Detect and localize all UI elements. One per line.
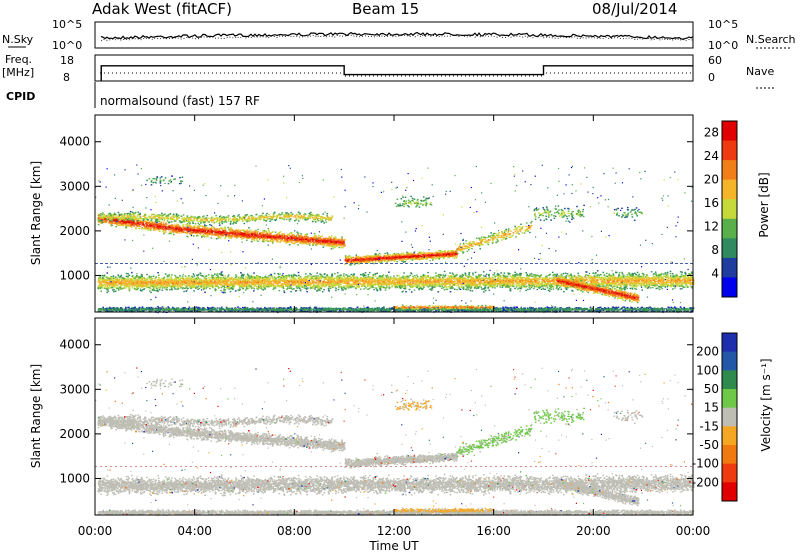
power-cell [115,226,117,227]
freq-tick-bottom: 8 [63,71,70,84]
power-cell [182,226,184,227]
power-cell [262,230,264,231]
power-cell [230,227,232,228]
power-cell [265,240,267,241]
freq-tick-top: 18 [60,54,74,67]
power-cell [257,231,259,232]
noise-tick-bottom-left: 10^0 [52,39,82,52]
noise-tick-top-right: 10^5 [708,18,738,31]
power-cell [257,229,259,230]
power-cell [168,225,170,226]
power-cell [256,231,258,232]
power-cell [225,229,227,230]
power-cell [301,234,303,235]
power-cell [248,227,250,228]
cpid-label: CPID [6,90,35,103]
power-cell [98,222,100,223]
power-cell [213,226,215,227]
power-cell [211,234,213,235]
power-cell [213,228,215,229]
power-cell [299,239,301,240]
power-cell [259,239,261,240]
nsky-label: N.Sky [2,33,34,46]
power-cell [289,244,291,245]
power-cell [280,231,282,232]
power-cell [275,232,277,233]
power-cell [303,242,305,243]
power-cell [341,247,343,248]
power-cell [152,223,154,224]
cpid-text: normalsound (fast) 157 RF [100,94,260,108]
power-cell [298,238,300,239]
power-cell [257,241,259,242]
noise-tick-bottom-right: 10^0 [708,39,738,52]
power-cell [201,237,203,238]
noise-series-line [101,33,693,40]
power-cell [268,230,270,231]
power-cell [309,244,311,245]
power-cell [241,239,243,240]
power-cell [234,236,236,237]
power-cell [305,242,307,243]
power-cell [229,229,231,230]
power-cell [264,230,266,231]
power-cell [98,224,100,225]
power-cell [247,229,249,230]
power-cell [323,247,325,248]
power-cell [193,235,195,236]
freq-label: Freq. [5,53,32,66]
power-cell [269,238,271,239]
nave-tick-top: 60 [708,54,722,67]
power-cell [236,237,238,238]
power-cell [211,237,213,238]
station-title: Adak West (fitACF) [92,0,232,18]
nave-tick-bottom: 0 [708,71,715,84]
power-cell [211,227,213,228]
power-cell [176,224,178,225]
power-cell [336,244,338,245]
date-title: 08/Jul/2014 [592,0,677,18]
noise-tick-top-left: 10^5 [52,18,82,31]
power-cell [335,236,337,237]
power-cell [139,224,141,225]
power-cell [251,231,253,232]
power-cell [283,233,285,234]
power-cell [102,212,104,213]
power-cell [254,240,256,241]
freq-series-line [101,66,693,81]
power-cell [268,231,270,232]
chart: Adak West (fitACF) Beam 15 08/Jul/2014 N… [0,0,800,554]
power-cell [199,224,201,225]
power-cell [314,233,316,234]
power-cell [293,240,295,241]
nave-label: Nave [746,65,774,78]
power-data-layer [95,164,695,313]
power-cell [150,227,152,228]
power-cell [291,238,293,239]
power-cell [184,229,186,230]
power-cell [329,236,331,237]
freq-panel [95,55,693,81]
power-cell [272,242,274,243]
freq-unit-label: [MHz] [2,66,34,79]
power-cell [134,225,136,226]
power-cell [318,235,320,236]
power-cell [331,235,333,236]
power-cell [331,248,333,249]
beam-title: Beam 15 [352,0,419,18]
nsearch-label: N.Search [746,33,796,46]
